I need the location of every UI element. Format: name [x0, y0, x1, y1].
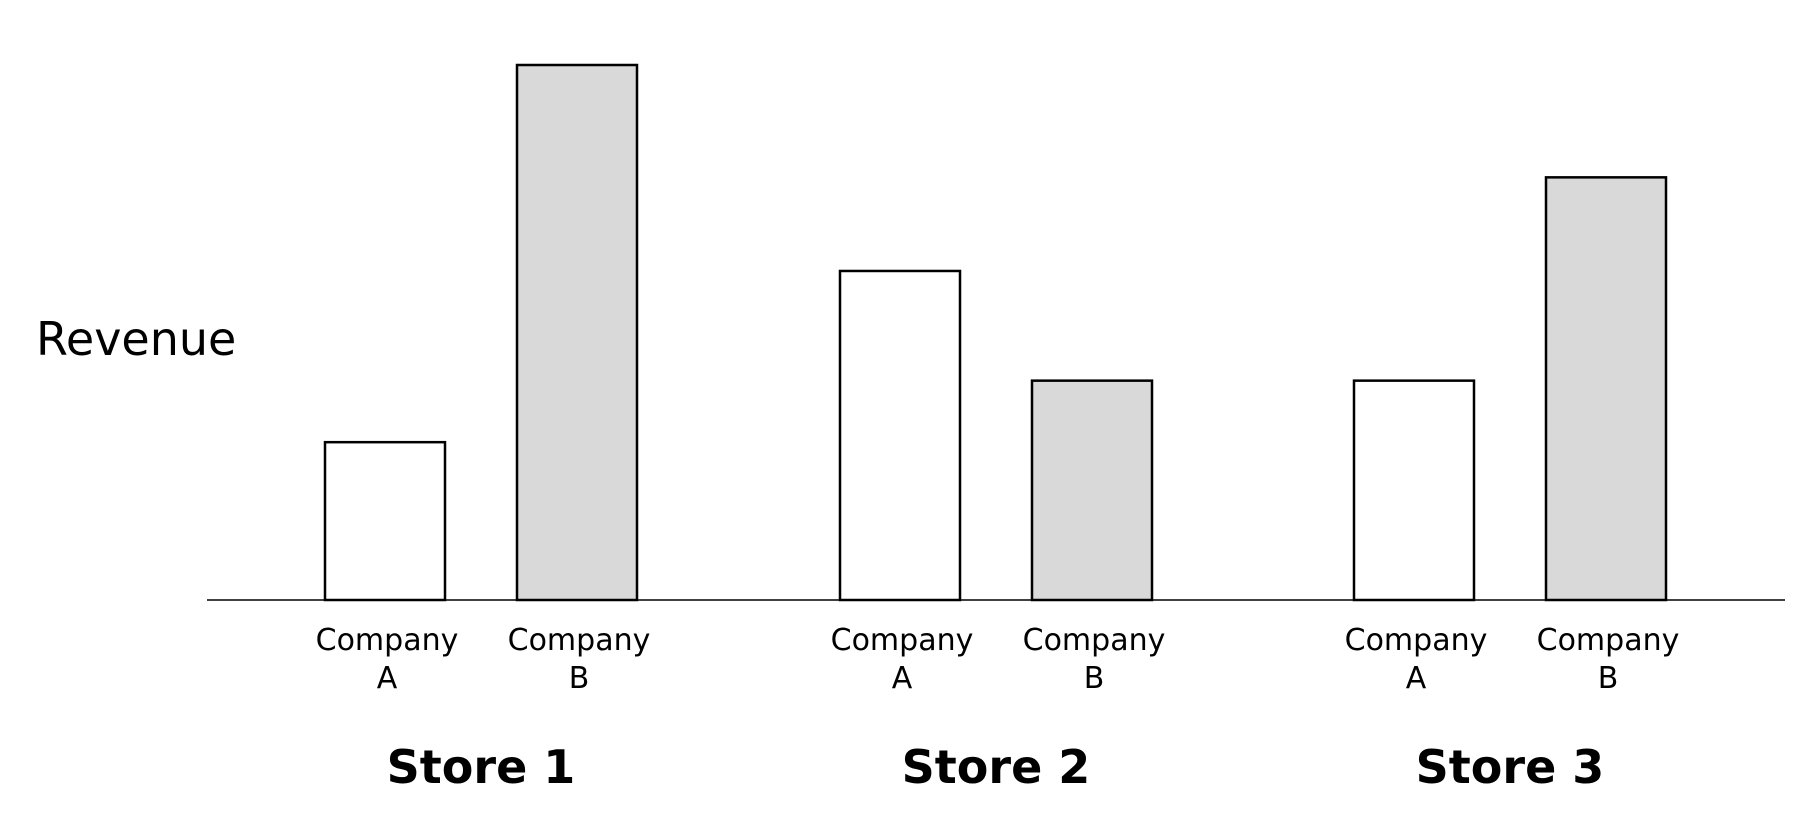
tick-label: Company: [831, 623, 974, 658]
tick-label: Company: [1023, 623, 1166, 658]
tick-label: A: [377, 661, 398, 696]
tick-label: B: [1084, 661, 1105, 696]
tick-label: Company: [1537, 623, 1680, 658]
bar-2-a: [838, 269, 962, 602]
tick-label: A: [1406, 661, 1427, 696]
bars-layer: [323, 63, 1668, 602]
group-label: Store 2: [902, 740, 1091, 794]
group-label: Store 3: [1416, 740, 1605, 794]
tick-label: Company: [316, 623, 459, 658]
bar-3-b: [1544, 176, 1668, 602]
tick-label: B: [569, 661, 590, 696]
bar-1-b: [515, 63, 639, 602]
group-label: Store 1: [387, 740, 576, 794]
y-axis-label: Revenue: [36, 312, 236, 366]
tick-label: A: [892, 661, 913, 696]
bar-1-a: [323, 440, 447, 602]
tick-label: B: [1598, 661, 1619, 696]
bar-3-a: [1352, 379, 1476, 602]
bar-2-b: [1030, 379, 1154, 602]
tick-label: Company: [508, 623, 651, 658]
tick-label: Company: [1345, 623, 1488, 658]
